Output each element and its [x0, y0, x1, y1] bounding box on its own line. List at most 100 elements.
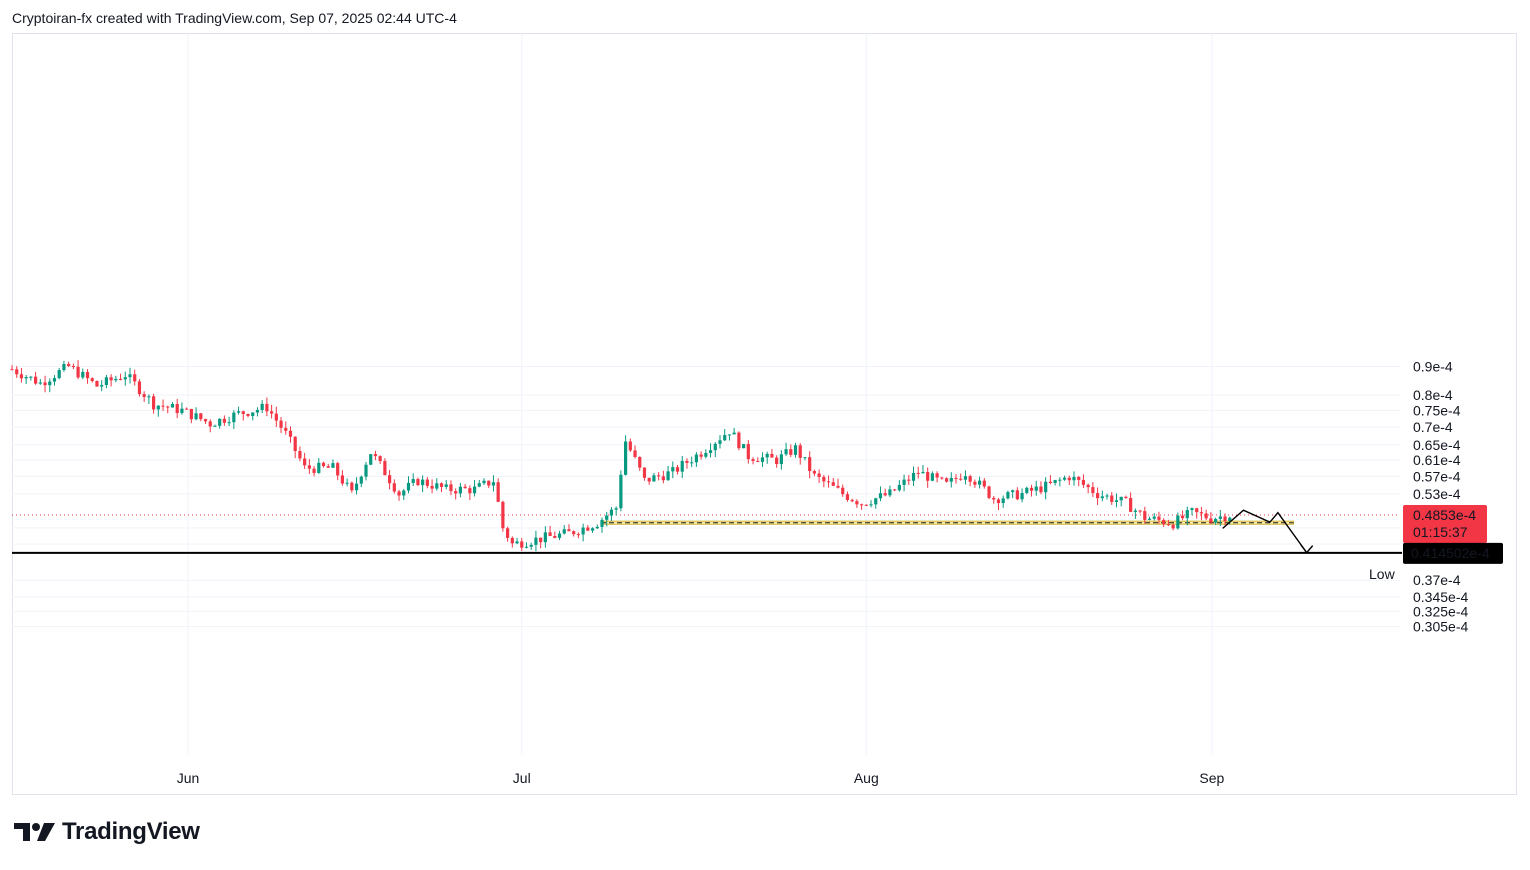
candle	[576, 532, 580, 539]
candle	[779, 450, 783, 470]
candle	[1223, 513, 1227, 526]
candle	[893, 488, 897, 492]
candle-body	[968, 476, 972, 482]
candle-body	[1039, 486, 1043, 493]
candle	[326, 463, 330, 468]
candle	[515, 537, 519, 544]
candle-body	[340, 475, 344, 484]
candle-body	[1096, 493, 1100, 499]
candle	[1218, 509, 1222, 527]
candle-body	[203, 419, 208, 422]
candle-body	[312, 468, 316, 473]
candle	[845, 491, 850, 502]
candle	[232, 410, 236, 430]
candle-body	[411, 479, 415, 483]
candle	[1053, 479, 1057, 486]
candle-body	[15, 369, 19, 375]
candle-body	[765, 453, 769, 458]
candle	[317, 458, 321, 475]
candle	[553, 531, 557, 539]
candle-body	[520, 541, 524, 548]
candle-body	[1034, 486, 1038, 491]
y-tick-label: 0.8e-4	[1413, 387, 1453, 403]
candle	[147, 394, 151, 404]
candle-body	[71, 366, 75, 368]
candle	[1157, 511, 1161, 524]
candle-body	[619, 474, 623, 509]
candle	[756, 457, 760, 463]
candle	[236, 406, 241, 415]
level-value-text: 0.414502e-4	[1411, 545, 1490, 561]
candle	[1039, 481, 1043, 495]
candle	[203, 418, 208, 424]
candle-body	[236, 411, 241, 413]
candle	[732, 427, 736, 435]
candle-body	[123, 377, 127, 380]
candle-body	[100, 385, 104, 387]
candle-body	[307, 465, 311, 469]
candle-body	[959, 478, 963, 480]
candle	[826, 475, 831, 488]
candle-body	[737, 432, 741, 449]
candle-body	[1228, 517, 1232, 522]
candle	[411, 473, 415, 486]
candle-body	[392, 483, 396, 492]
candle	[1034, 480, 1038, 496]
candle	[793, 442, 798, 458]
candle	[926, 467, 930, 488]
candle-body	[90, 378, 94, 381]
candle-body	[883, 493, 887, 496]
candle-body	[553, 535, 557, 538]
candle-body	[756, 460, 760, 462]
candle-body	[1176, 515, 1180, 529]
candle	[137, 379, 142, 397]
candle	[128, 367, 132, 384]
candle	[1015, 487, 1019, 501]
support-zone	[600, 520, 1294, 525]
candle	[935, 471, 939, 483]
candle	[708, 443, 713, 458]
candle-body	[208, 421, 212, 427]
candle-body	[572, 531, 576, 535]
candle-body	[147, 396, 151, 398]
candle-body	[373, 454, 378, 457]
candle	[1044, 477, 1048, 500]
candle	[85, 369, 90, 384]
candle-body	[657, 475, 661, 477]
candle-body	[897, 484, 901, 491]
candle	[1204, 509, 1208, 521]
candle-body	[48, 381, 52, 386]
candle	[831, 477, 835, 487]
candle	[921, 465, 925, 474]
candle-body	[609, 509, 614, 516]
candle-body	[170, 403, 175, 408]
candle-body	[85, 371, 90, 379]
candle-body	[930, 473, 934, 481]
candle-body	[822, 476, 826, 482]
candle-body	[34, 376, 38, 384]
candle	[383, 458, 387, 476]
candle	[685, 458, 689, 469]
candle-body	[893, 489, 897, 491]
candle	[1209, 512, 1213, 525]
tradingview-logo-icon	[14, 823, 55, 841]
y-tick-label: 0.75e-4	[1413, 402, 1461, 418]
y-tick-label: 0.9e-4	[1413, 359, 1453, 375]
candle-body	[406, 482, 411, 491]
candle-body	[194, 413, 198, 420]
candle-body	[1062, 477, 1067, 480]
chart-frame[interactable]	[12, 33, 1517, 795]
candle	[180, 402, 184, 415]
candle-body	[798, 445, 802, 458]
candle-body	[605, 515, 609, 520]
candle	[775, 455, 779, 468]
candle-body	[949, 477, 953, 482]
candle-body	[364, 464, 368, 477]
candle-countdown: 01:15:37	[1413, 524, 1468, 540]
price-axis: 0.9e-40.8e-40.75e-40.7e-40.65e-40.61e-40…	[1413, 359, 1476, 635]
candle-body	[1218, 516, 1222, 519]
candle	[992, 495, 996, 504]
tradingview-logo[interactable]: TradingView	[14, 818, 200, 846]
candle	[968, 474, 972, 487]
